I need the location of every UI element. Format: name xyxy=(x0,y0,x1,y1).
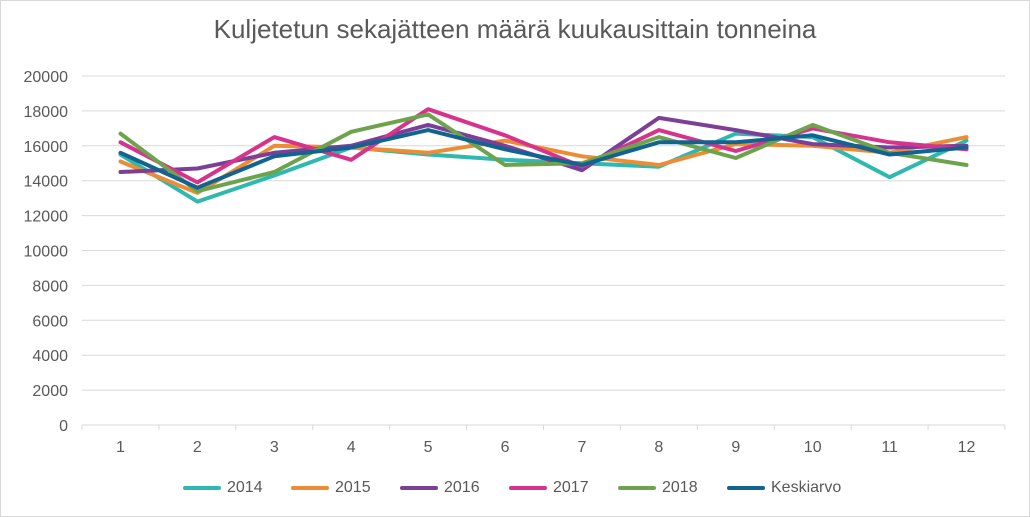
legend-item: 2014 xyxy=(183,476,263,500)
y-tick-label: 16000 xyxy=(24,139,69,156)
legend-item: 2017 xyxy=(509,476,589,500)
x-tick-label: 8 xyxy=(654,439,663,456)
legend-swatch xyxy=(400,486,438,490)
y-tick-label: 4000 xyxy=(32,348,68,365)
y-tick-label: 12000 xyxy=(24,209,69,226)
legend-item: Keskiarvo xyxy=(727,476,841,500)
legend-swatch xyxy=(509,486,547,490)
x-tick-label: 1 xyxy=(116,439,125,456)
x-tick-label: 11 xyxy=(881,439,898,456)
x-tick-label: 4 xyxy=(347,439,356,456)
legend-item: 2016 xyxy=(400,476,480,500)
legend-item: 2018 xyxy=(618,476,698,500)
legend-label: Keskiarvo xyxy=(771,479,842,496)
x-tick-label: 2 xyxy=(193,439,202,456)
legend-item: 2015 xyxy=(291,476,371,500)
legend-swatch xyxy=(291,486,329,490)
y-tick-label: 18000 xyxy=(24,104,69,121)
y-tick-label: 14000 xyxy=(24,174,69,191)
legend-swatch xyxy=(618,486,656,490)
x-tick-label: 3 xyxy=(270,439,279,456)
legend-label: 2014 xyxy=(227,479,263,496)
legend-label: 2018 xyxy=(662,479,698,496)
series-line-keskiarvo xyxy=(118,128,969,190)
x-tick-label: 12 xyxy=(958,439,976,456)
y-tick-label: 2000 xyxy=(32,383,68,400)
chart-legend: 2014 2015 2016 2017 2018 Keskiarvo xyxy=(0,476,1030,500)
x-tick-label: 5 xyxy=(424,439,433,456)
legend-swatch xyxy=(183,486,221,490)
y-tick-label: 8000 xyxy=(32,278,68,295)
x-tick-label: 6 xyxy=(501,439,510,456)
legend-label: 2015 xyxy=(335,479,371,496)
x-tick-label: 7 xyxy=(578,439,587,456)
legend-label: 2017 xyxy=(553,479,589,496)
legend-label: 2016 xyxy=(444,479,480,496)
y-tick-label: 0 xyxy=(59,418,68,435)
y-tick-label: 10000 xyxy=(24,244,69,261)
series-line-2018 xyxy=(118,112,969,194)
x-tick-label: 10 xyxy=(804,439,822,456)
chart-title: Kuljetetun sekajätteen määrä kuukausitta… xyxy=(213,14,817,44)
y-tick-label: 6000 xyxy=(32,313,68,330)
y-tick-label: 20000 xyxy=(24,69,69,86)
legend-swatch xyxy=(727,486,765,490)
x-tick-label: 9 xyxy=(731,439,740,456)
